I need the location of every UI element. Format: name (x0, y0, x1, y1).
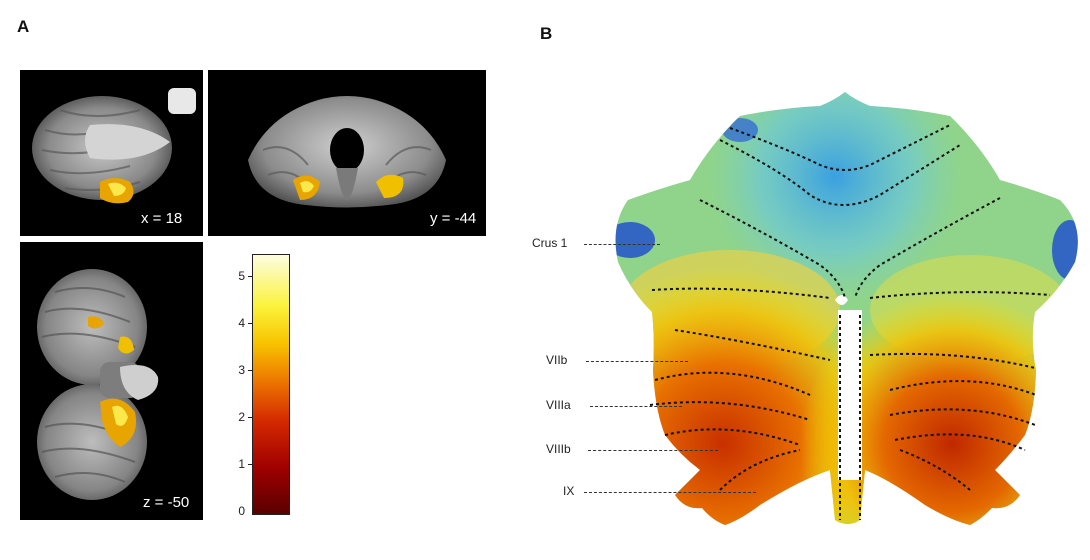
axial-brain-image (37, 269, 159, 500)
panel-letter-b: B (540, 24, 553, 43)
colorbar-tick-label: 4 (238, 316, 245, 330)
colorbar-legend: 5 4 3 2 1 0 (215, 250, 295, 520)
region-label-crus-1: Crus 1 (532, 236, 568, 250)
coronal-coordinate-label: y = -44 (430, 210, 477, 227)
panel-letter-a: A (17, 17, 30, 36)
sagittal-slice-panel: x = 18 (20, 70, 203, 236)
region-label-viib: VIIb (546, 353, 568, 367)
region-label-ix: IX (563, 484, 575, 498)
colorbar-tick-label: 1 (238, 457, 245, 471)
colorbar-gradient (252, 254, 290, 515)
sagittal-coordinate-label: x = 18 (141, 210, 183, 227)
coronal-slice-panel: y = -44 (208, 70, 486, 236)
axial-slice-panel: z = -50 (20, 242, 203, 520)
colorbar-tick-label: 5 (238, 269, 245, 283)
sagittal-brain-image (32, 88, 196, 204)
cerebellar-flatmap (615, 92, 1078, 525)
colorbar-tick-label: 2 (238, 410, 245, 424)
region-label-viiib: VIIIb (546, 442, 571, 456)
coronal-brain-image (248, 96, 446, 208)
colorbar-tick-label: 3 (238, 363, 245, 377)
region-label-viiia: VIIIa (546, 398, 571, 412)
axial-coordinate-label: z = -50 (143, 494, 190, 511)
colorbar-tick-label: 0 (238, 504, 245, 518)
